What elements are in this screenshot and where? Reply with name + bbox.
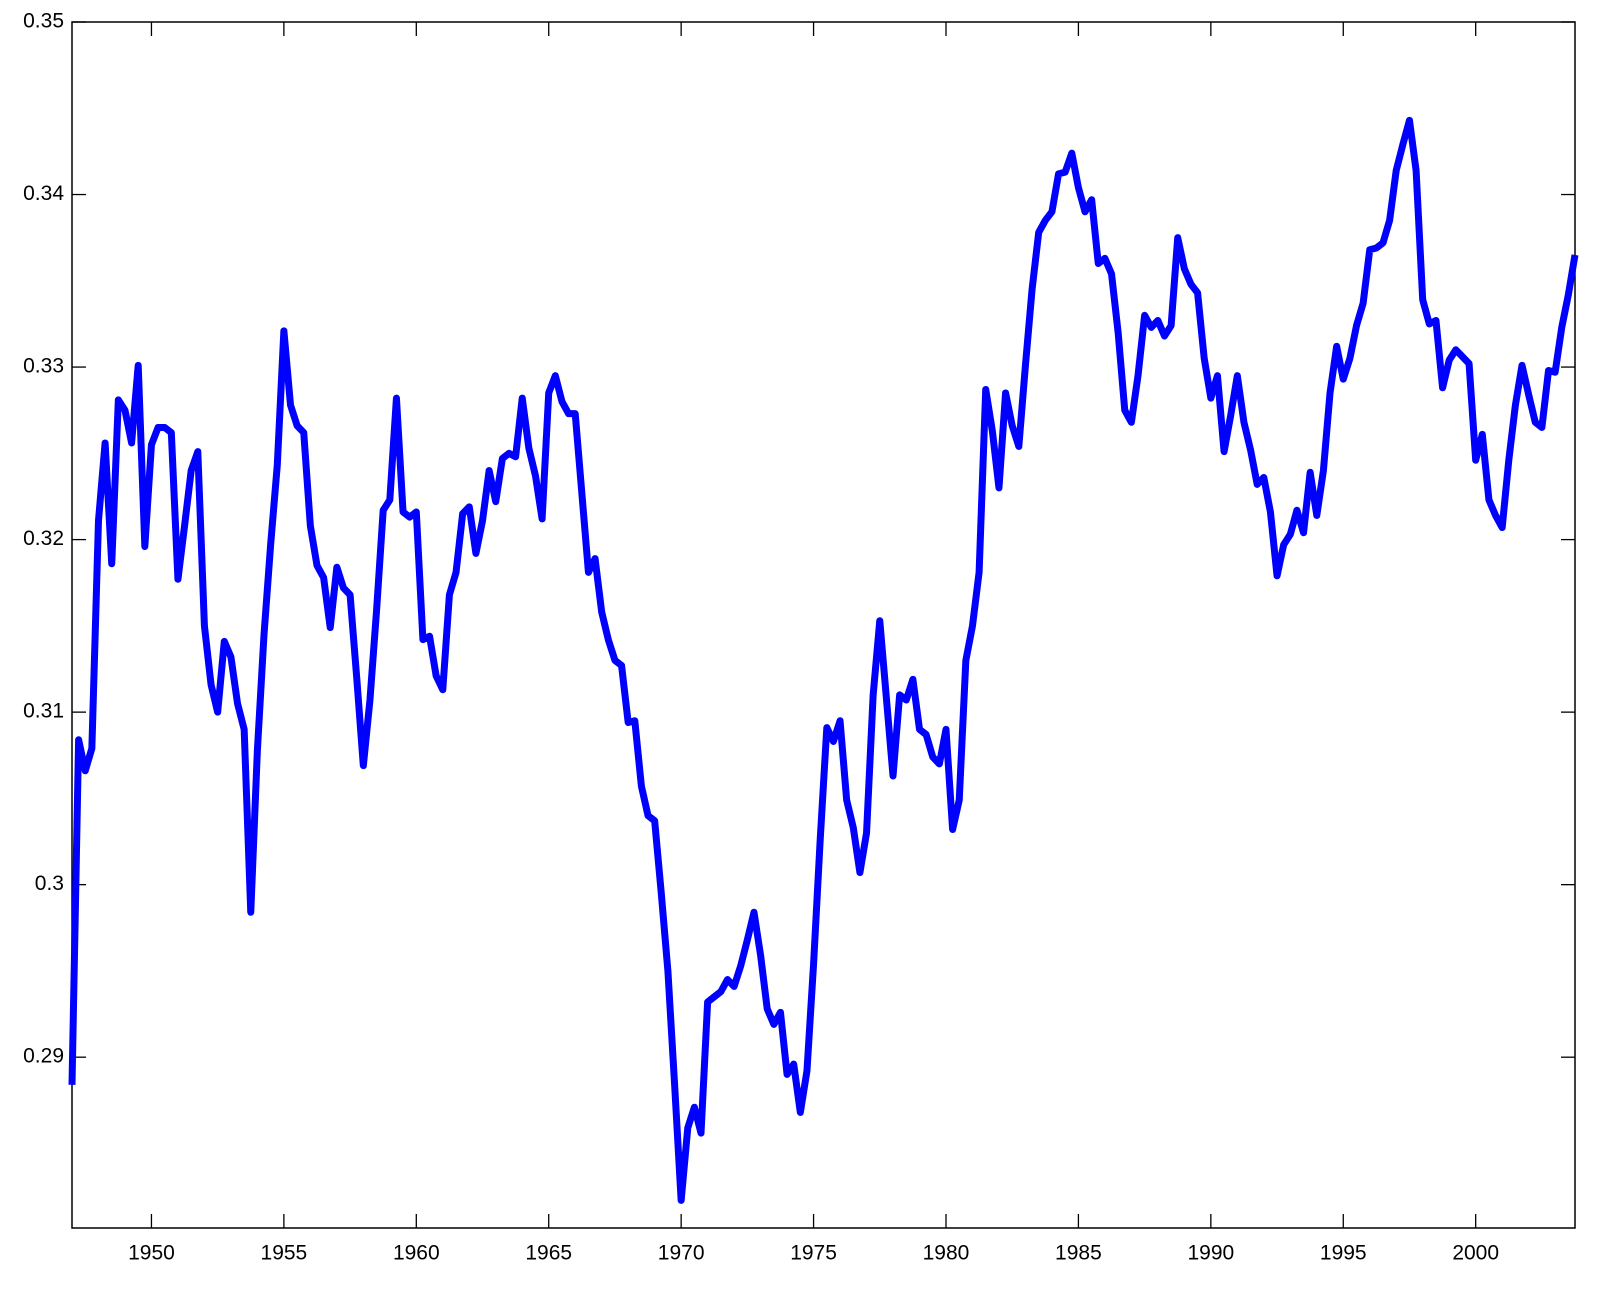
x-tick-label: 1995 [1320, 1242, 1367, 1265]
y-tick-label: 0.35 [23, 10, 64, 33]
y-tick-label: 0.33 [23, 355, 64, 378]
x-tick-label: 1990 [1187, 1242, 1234, 1265]
x-tick-label: 1970 [658, 1242, 705, 1265]
plot-frame [71, 21, 1576, 1229]
y-tick-label: 0.29 [23, 1045, 64, 1068]
y-tick-label: 0.31 [23, 700, 64, 723]
x-tick-label: 1950 [128, 1242, 175, 1265]
y-tick-label: 0.34 [23, 182, 64, 205]
x-tick-label: 2000 [1452, 1242, 1499, 1265]
x-tick-label: 1955 [261, 1242, 308, 1265]
x-tick-label: 1975 [790, 1242, 837, 1265]
y-tick-label: 0.3 [35, 872, 64, 895]
y-tick-label: 0.32 [23, 527, 64, 550]
x-tick-label: 1980 [923, 1242, 970, 1265]
x-tick-label: 1960 [393, 1242, 440, 1265]
data-line [68, 116, 1579, 1204]
x-tick-label: 1965 [525, 1242, 572, 1265]
x-tick-label: 1985 [1055, 1242, 1102, 1265]
